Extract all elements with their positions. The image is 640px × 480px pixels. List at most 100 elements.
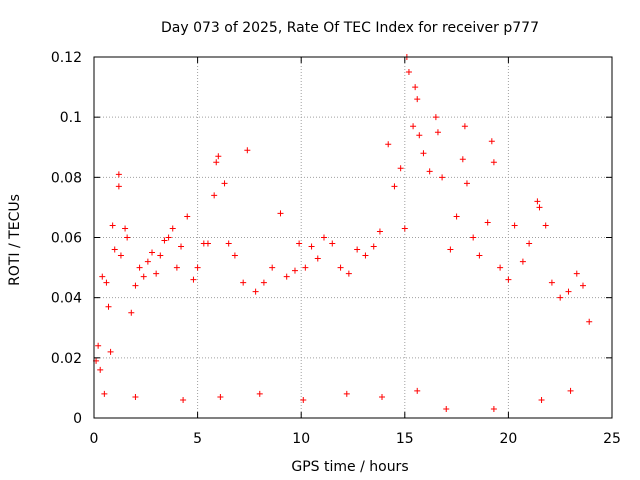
data-point <box>345 270 352 277</box>
data-point <box>128 309 135 316</box>
data-point <box>397 165 404 172</box>
data-point <box>149 249 156 256</box>
grid-lines <box>94 57 612 418</box>
axis-ticks <box>93 56 613 419</box>
data-point <box>414 96 421 103</box>
x-tick-label: 20 <box>499 431 517 447</box>
data-point <box>376 228 383 235</box>
data-point <box>488 138 495 145</box>
data-point <box>573 270 580 277</box>
data-point <box>536 204 543 211</box>
data-point <box>101 390 108 397</box>
data-point <box>169 225 176 232</box>
data-point <box>115 171 122 178</box>
data-point <box>291 267 298 274</box>
y-axis-label: ROTI / TECUs <box>7 194 23 286</box>
data-point <box>213 159 220 166</box>
data-point <box>401 225 408 232</box>
data-point <box>194 264 201 271</box>
data-point <box>173 264 180 271</box>
data-point <box>157 252 164 259</box>
x-axis-label: GPS time / hours <box>291 459 408 475</box>
data-point <box>132 282 139 289</box>
x-tick-label: 15 <box>396 431 414 447</box>
y-tick-label: 0.06 <box>51 231 82 247</box>
data-point <box>136 264 143 271</box>
data-point <box>443 405 450 412</box>
data-point <box>354 246 361 253</box>
data-point <box>184 213 191 220</box>
data-point <box>107 348 114 355</box>
data-point <box>470 234 477 241</box>
data-point <box>329 240 336 247</box>
data-point <box>414 387 421 394</box>
data-point <box>420 150 427 157</box>
data-point <box>144 258 151 265</box>
data-point <box>453 213 460 220</box>
data-point <box>153 270 160 277</box>
data-point <box>439 174 446 181</box>
data-point <box>132 393 139 400</box>
data-point <box>111 246 118 253</box>
data-point <box>105 303 112 310</box>
data-point <box>463 180 470 187</box>
data-point <box>124 234 131 241</box>
data-point <box>343 390 350 397</box>
data-point <box>117 252 124 259</box>
data-point <box>484 219 491 226</box>
data-point <box>505 276 512 283</box>
data-point <box>314 255 321 262</box>
data-point <box>490 159 497 166</box>
data-point <box>97 366 104 373</box>
data-point <box>379 393 386 400</box>
data-point <box>320 234 327 241</box>
y-tick-label: 0.12 <box>51 50 82 66</box>
data-point <box>542 222 549 229</box>
data-point <box>165 234 172 241</box>
data-point <box>260 279 267 286</box>
data-point <box>231 252 238 259</box>
data-point <box>103 279 110 286</box>
data-point <box>269 264 276 271</box>
data-point <box>434 129 441 136</box>
y-tick-label: 0.1 <box>60 110 82 126</box>
data-point <box>370 243 377 250</box>
x-tick-labels: 0 5 10 15 20 25 <box>90 431 621 447</box>
y-tick-labels: 0 0.02 0.04 0.06 0.08 0.1 0.12 <box>51 50 82 427</box>
data-point <box>426 168 433 175</box>
data-point <box>140 273 147 280</box>
data-point <box>526 240 533 247</box>
data-point <box>412 84 419 91</box>
data-point <box>447 246 454 253</box>
chart-title: Day 073 of 2025, Rate Of TEC Index for r… <box>161 20 539 36</box>
data-point <box>538 396 545 403</box>
data-point <box>122 225 129 232</box>
data-point <box>161 237 168 244</box>
data-point <box>204 240 211 247</box>
y-tick-label: 0.02 <box>51 351 82 367</box>
data-point <box>225 240 232 247</box>
data-point <box>308 243 315 250</box>
y-tick-label: 0.08 <box>51 170 82 186</box>
data-point <box>178 243 185 250</box>
data-point <box>115 183 122 190</box>
data-point <box>476 252 483 259</box>
data-point <box>567 387 574 394</box>
data-point <box>459 156 466 163</box>
data-points <box>93 54 593 412</box>
data-point <box>461 123 468 130</box>
data-point <box>190 276 197 283</box>
data-point <box>432 114 439 121</box>
x-tick-label: 5 <box>193 431 202 447</box>
data-point <box>416 132 423 139</box>
data-point <box>410 123 417 130</box>
data-point <box>300 396 307 403</box>
data-point <box>221 180 228 187</box>
data-point <box>490 405 497 412</box>
data-point <box>534 198 541 205</box>
data-point <box>511 222 518 229</box>
data-point <box>362 252 369 259</box>
y-tick-label: 0 <box>73 411 82 427</box>
data-point <box>405 69 412 76</box>
